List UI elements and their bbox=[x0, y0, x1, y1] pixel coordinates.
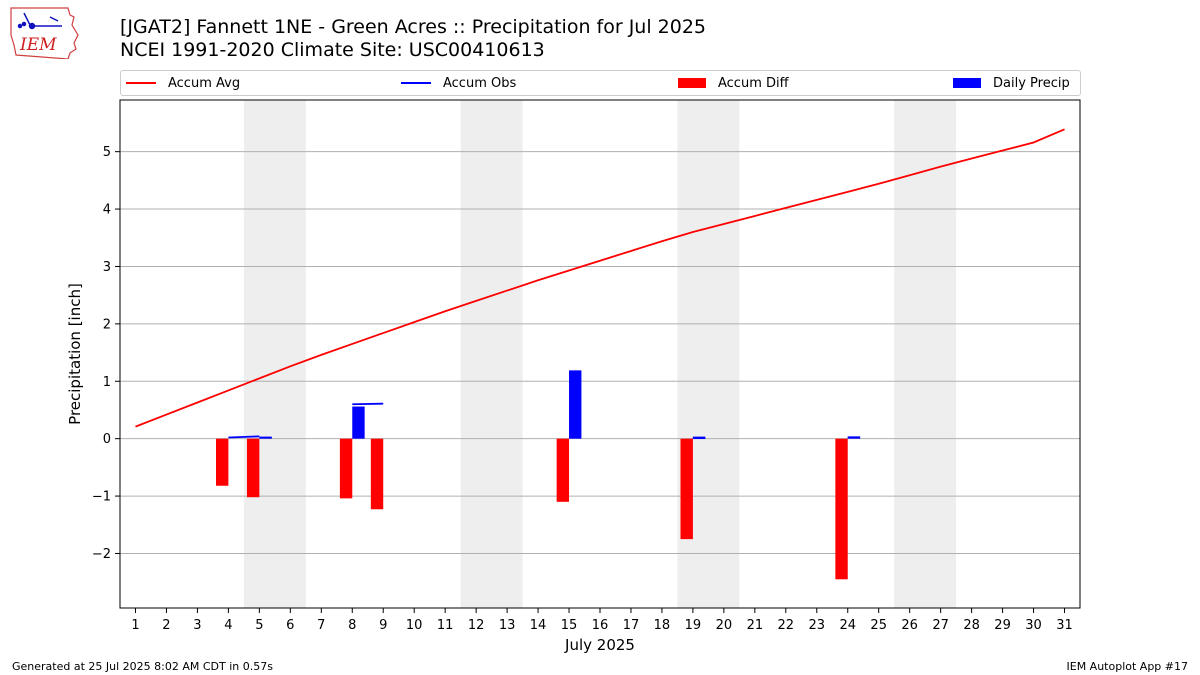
x-tick-label: 4 bbox=[224, 618, 232, 633]
x-tick-label: 21 bbox=[747, 618, 764, 633]
weekend-band-4 bbox=[894, 100, 957, 608]
x-tick-label: 5 bbox=[255, 618, 263, 633]
y-tick-label: 2 bbox=[103, 317, 111, 332]
x-tick-label: 7 bbox=[317, 618, 325, 633]
y-tick-label: −1 bbox=[92, 490, 111, 505]
y-tick-label: 0 bbox=[103, 432, 111, 447]
x-tick-label: 6 bbox=[286, 618, 294, 633]
daily-precip-bar-day-8 bbox=[352, 406, 365, 439]
accum-diff-bar-day-15 bbox=[556, 438, 570, 502]
x-tick-label: 15 bbox=[561, 618, 578, 633]
legend: Accum Avg Accum Obs Accum Diff Daily Pre… bbox=[120, 70, 1081, 96]
accum-obs-segment-1 bbox=[228, 435, 260, 439]
x-tick-label: 26 bbox=[901, 618, 918, 633]
legend-swatch-accum-obs bbox=[401, 82, 431, 84]
x-tick-label: 18 bbox=[654, 618, 671, 633]
logo-text: IEM bbox=[19, 35, 57, 55]
generated-footer: Generated at 25 Jul 2025 8:02 AM CDT in … bbox=[12, 660, 273, 673]
x-tick-label: 11 bbox=[437, 618, 454, 633]
weekend-band-2 bbox=[460, 100, 523, 608]
accum-diff-bar-day-19 bbox=[680, 438, 693, 540]
x-tick-label: 2 bbox=[162, 618, 170, 633]
x-tick-label: 28 bbox=[963, 618, 980, 633]
y-axis-label: Precipitation [inch] bbox=[66, 283, 84, 425]
accum-diff-bar-day-4 bbox=[216, 438, 229, 486]
legend-label-daily-precip: Daily Precip bbox=[993, 75, 1070, 91]
x-axis-label: July 2025 bbox=[564, 636, 635, 654]
accum-diff-bar-day-9 bbox=[370, 438, 384, 510]
x-tick-label: 16 bbox=[592, 618, 609, 633]
app-footer: IEM Autoplot App #17 bbox=[1066, 660, 1189, 673]
accum-diff-bar-day-5 bbox=[246, 438, 260, 498]
x-tick-label: 17 bbox=[623, 618, 640, 633]
y-tick-label: 4 bbox=[103, 203, 111, 218]
legend-item-accum-obs: Accum Obs bbox=[401, 71, 516, 95]
legend-swatch-daily-precip bbox=[953, 78, 981, 88]
plot-frame bbox=[119, 99, 1081, 609]
x-tick-label: 27 bbox=[932, 618, 949, 633]
x-tick-label: 12 bbox=[468, 618, 485, 633]
x-tick-label: 31 bbox=[1056, 618, 1073, 633]
legend-item-accum-avg: Accum Avg bbox=[126, 71, 240, 95]
x-tick-label: 9 bbox=[379, 618, 387, 633]
legend-label-accum-avg: Accum Avg bbox=[168, 75, 241, 91]
x-tick-label: 19 bbox=[685, 618, 702, 633]
legend-item-accum-diff: Accum Diff bbox=[678, 71, 789, 95]
x-tick-label: 10 bbox=[406, 618, 423, 633]
daily-precip-bar-day-15 bbox=[569, 370, 582, 439]
iem-logo: IEM bbox=[10, 7, 79, 59]
y-tick-label: 5 bbox=[103, 145, 111, 160]
legend-label-accum-obs: Accum Obs bbox=[443, 75, 517, 91]
x-tick-label: 23 bbox=[809, 618, 826, 633]
legend-swatch-accum-avg bbox=[126, 82, 156, 84]
weekend-band-1 bbox=[243, 100, 306, 608]
accum-diff-bar-day-8 bbox=[339, 438, 353, 499]
y-tick-label: 3 bbox=[103, 260, 111, 275]
x-tick-label: 30 bbox=[1025, 618, 1042, 633]
legend-label-accum-diff: Accum Diff bbox=[718, 75, 789, 91]
x-tick-label: 29 bbox=[994, 618, 1011, 633]
chart-title: [JGAT2] Fannett 1NE - Green Acres :: Pre… bbox=[120, 16, 707, 38]
x-tick-label: 20 bbox=[716, 618, 733, 633]
accum-avg-line bbox=[135, 128, 1065, 428]
x-tick-label: 14 bbox=[530, 618, 547, 633]
x-tick-label: 13 bbox=[499, 618, 516, 633]
chart-subtitle: NCEI 1991-2020 Climate Site: USC00410613 bbox=[120, 39, 545, 61]
x-tick-label: 22 bbox=[778, 618, 795, 633]
x-tick-label: 24 bbox=[839, 618, 856, 633]
y-tick-label: 1 bbox=[103, 375, 111, 390]
accum-diff-bar-day-24 bbox=[835, 438, 848, 580]
legend-item-daily-precip: Daily Precip bbox=[953, 71, 1070, 95]
y-tick-label: −2 bbox=[92, 547, 111, 562]
x-tick-label: 3 bbox=[193, 618, 201, 633]
accum-obs-segment-3 bbox=[352, 402, 384, 406]
x-tick-label: 8 bbox=[348, 618, 356, 633]
legend-swatch-accum-diff bbox=[678, 78, 706, 88]
x-tick-label: 1 bbox=[131, 618, 139, 633]
x-tick-label: 25 bbox=[870, 618, 887, 633]
